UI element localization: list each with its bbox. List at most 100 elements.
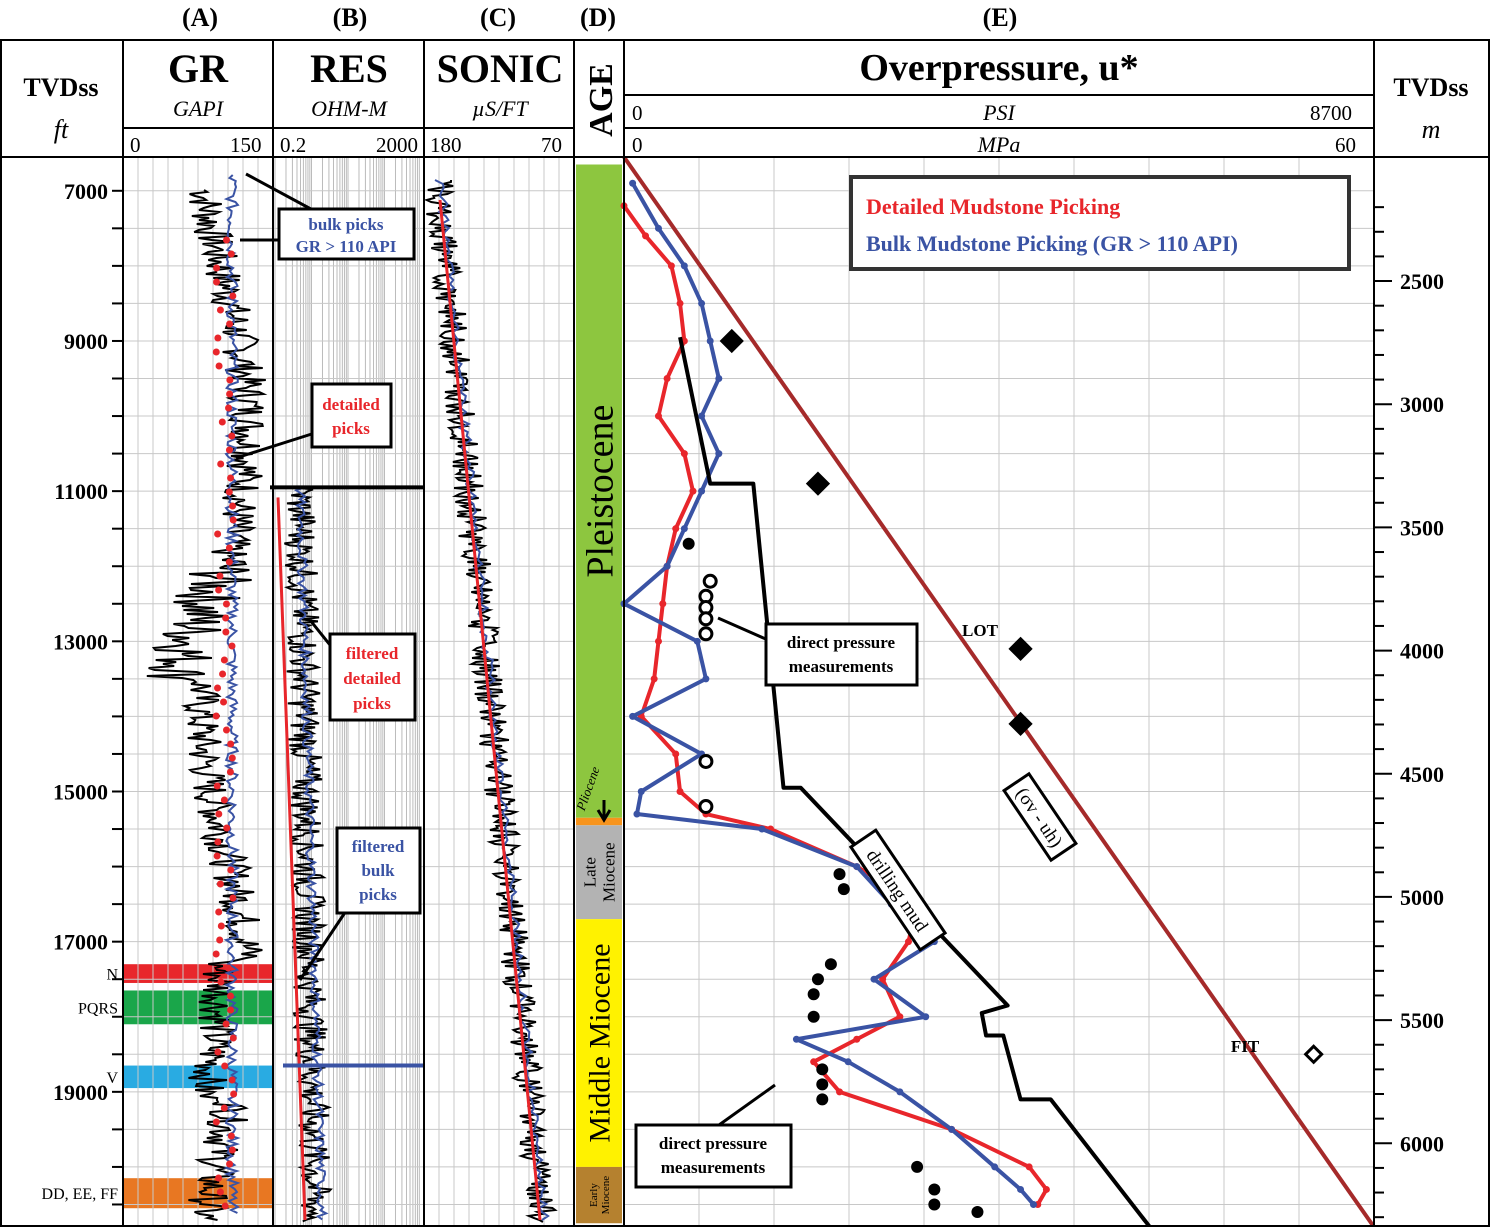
series-point bbox=[896, 1013, 904, 1021]
annotation-bulk-picks: bulk picks GR > 110 API bbox=[240, 172, 416, 261]
gr-detailed-pick bbox=[214, 1048, 222, 1056]
note-direct-pressure-upper-line2: measurements bbox=[789, 657, 894, 676]
lot-label: LOT bbox=[962, 621, 999, 640]
gr-detailed-pick bbox=[228, 1146, 236, 1154]
age-label: Pleistocene bbox=[579, 405, 621, 578]
op-psi-unit: PSI bbox=[982, 100, 1016, 125]
depth-m-ticklabel: 4500 bbox=[1400, 762, 1444, 787]
age-label: Late Miocene bbox=[581, 842, 619, 901]
gr-detailed-pick bbox=[229, 516, 237, 524]
gr-detailed-pick bbox=[221, 1202, 229, 1210]
series-point bbox=[629, 179, 637, 187]
gr-title: GR bbox=[168, 46, 229, 91]
depth-m-ticklabel: 5000 bbox=[1400, 885, 1444, 910]
depth-ft-ticklabel: 17000 bbox=[53, 930, 108, 955]
direct-pressure-solid-point bbox=[824, 958, 837, 971]
gr-detailed-pick bbox=[226, 376, 234, 384]
gr-detailed-pick bbox=[229, 292, 237, 300]
note-direct-pressure-lower-line2: measurements bbox=[661, 1158, 766, 1177]
direct-pressure-solid-point bbox=[971, 1205, 984, 1218]
gr-detailed-pick bbox=[214, 530, 222, 538]
series-point bbox=[896, 1088, 904, 1096]
gr-detailed-pick bbox=[213, 782, 221, 790]
direct-pressure-solid-point bbox=[807, 988, 820, 1001]
series-point bbox=[667, 262, 675, 270]
depth-ft-ticklabel: 13000 bbox=[53, 629, 108, 654]
gr-detailed-pick bbox=[214, 838, 222, 846]
gr-detailed-pick bbox=[225, 558, 233, 566]
series-point bbox=[698, 412, 706, 420]
gr-detailed-pick bbox=[222, 600, 230, 608]
age-band bbox=[576, 919, 622, 1167]
fit-label: FIT bbox=[1231, 1037, 1260, 1056]
series-point bbox=[650, 675, 658, 683]
series-point bbox=[758, 825, 766, 833]
legend-box bbox=[849, 175, 1351, 271]
depth-m-ticklabel: 3000 bbox=[1400, 392, 1444, 417]
gr-detailed-pick bbox=[229, 1034, 237, 1042]
series-point bbox=[844, 1058, 852, 1066]
op-mpa-min: 0 bbox=[632, 133, 643, 157]
annotation-direct-pressure-lower: direct pressure measurements bbox=[634, 1083, 793, 1189]
series-drilling-mud bbox=[678, 336, 1152, 1227]
gr-detailed-pick bbox=[212, 950, 220, 958]
gr-detailed-pick bbox=[213, 852, 221, 860]
depth-m-title: TVDss bbox=[1393, 73, 1468, 102]
res-bulk-picks bbox=[294, 486, 329, 1221]
gr-detailed-pick bbox=[228, 642, 236, 650]
legend-detailed: Detailed Mudstone Picking bbox=[866, 194, 1120, 219]
series-point bbox=[715, 450, 723, 458]
gr-detailed-pick bbox=[213, 278, 221, 286]
series-point bbox=[676, 787, 684, 795]
res-min: 0.2 bbox=[280, 133, 306, 157]
res-title: RES bbox=[310, 46, 388, 91]
depth-m-unit: m bbox=[1422, 115, 1441, 144]
age-label-part: Miocene bbox=[599, 842, 618, 901]
age-label-part: Miocene bbox=[600, 1176, 612, 1215]
gr-max: 150 bbox=[230, 133, 262, 157]
note-direct-pressure-lower-line1: direct pressure bbox=[659, 1134, 768, 1153]
gr-detailed-pick bbox=[225, 488, 233, 496]
gr-detailed-pick bbox=[216, 1188, 224, 1196]
note-filtered-detailed-line2: detailed bbox=[343, 669, 401, 688]
gr-detailed-pick bbox=[222, 1020, 230, 1028]
gr-detailed-pick bbox=[214, 334, 222, 342]
note-bulk-picks-line2: GR > 110 API bbox=[296, 237, 397, 256]
gr-detailed-pick bbox=[215, 810, 223, 818]
gr-detailed-pick bbox=[228, 432, 236, 440]
op-psi-max: 8700 bbox=[1310, 101, 1352, 125]
op-psi-min: 0 bbox=[632, 101, 643, 125]
depth-ft-ticklabel: 9000 bbox=[64, 329, 108, 354]
age-label: Middle Miocene bbox=[584, 943, 617, 1142]
note-filtered-bulk-line3: picks bbox=[359, 885, 397, 904]
series-point bbox=[663, 375, 671, 383]
drilling-mud-label: drilling mud bbox=[848, 828, 948, 952]
res-max: 2000 bbox=[376, 133, 418, 157]
gr-detailed-pick bbox=[215, 586, 223, 594]
direct-pressure-open-point bbox=[698, 753, 714, 769]
series-point bbox=[698, 487, 706, 495]
series-point bbox=[693, 637, 701, 645]
fit-point bbox=[1303, 1044, 1324, 1065]
age-label-text: Middle Miocene bbox=[584, 943, 617, 1142]
direct-pressure-solid-point bbox=[682, 537, 695, 550]
note-filtered-detailed-line3: picks bbox=[353, 694, 391, 713]
res-log-curve bbox=[283, 486, 333, 1223]
depth-m-ticklabel: 5500 bbox=[1400, 1008, 1444, 1033]
pliocene-arrow bbox=[596, 800, 612, 823]
sand-label: N bbox=[106, 967, 118, 984]
age-band bbox=[576, 1166, 622, 1224]
gr-detailed-pick bbox=[221, 1062, 229, 1070]
gr-detailed-pick bbox=[225, 544, 233, 552]
age-label: Early Miocene bbox=[588, 1176, 612, 1215]
direct-pressure-solid-point bbox=[807, 1010, 820, 1023]
gr-detailed-pick bbox=[222, 614, 230, 622]
gr-detailed-pick bbox=[226, 1160, 234, 1168]
gr-detailed-pick bbox=[228, 1076, 236, 1084]
gr-detailed-pick bbox=[222, 726, 230, 734]
gr-detailed-pick bbox=[225, 446, 233, 454]
gr-detailed-pick bbox=[222, 628, 230, 636]
gr-detailed-pick bbox=[212, 348, 220, 356]
gr-detailed-pick bbox=[226, 320, 234, 328]
